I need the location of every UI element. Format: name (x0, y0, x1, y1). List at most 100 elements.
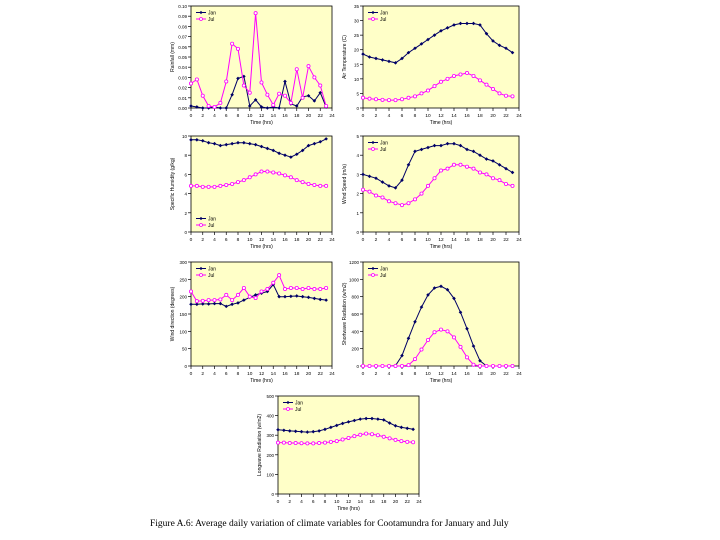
legend-label-jan: Jan (295, 400, 303, 406)
data-point-jan (247, 104, 252, 108)
data-point-jul (323, 440, 328, 445)
data-point-jul (406, 363, 411, 368)
data-point-jul (380, 364, 385, 369)
data-point-jul (324, 103, 329, 108)
data-point-jul (490, 364, 495, 369)
x-tick-label: 16 (369, 499, 375, 505)
data-point-jul (230, 298, 235, 303)
data-point-jan (312, 296, 317, 301)
data-point-jul (367, 364, 372, 369)
data-point-jul (352, 434, 357, 439)
data-point-jul (464, 164, 469, 169)
legend-marker-jul (199, 273, 203, 277)
x-axis-label: Time (hrs) (337, 506, 360, 512)
y-axis-label: Specific Humidity (g/kg) (170, 157, 176, 210)
data-point-jan (445, 141, 450, 146)
data-point-jul (247, 175, 252, 180)
data-point-jan (452, 141, 456, 146)
data-point-jul (294, 178, 299, 183)
data-point-jan (212, 301, 217, 306)
data-point-jan (276, 427, 280, 432)
y-axis-label: Longwave Radiation (w/m2) (257, 414, 263, 476)
x-tick-label: 24 (329, 371, 335, 377)
data-point-jul (432, 176, 437, 181)
data-point-jul (439, 79, 444, 84)
data-point-jan (406, 336, 411, 341)
data-point-jan (411, 427, 415, 432)
y-tick-label: 25 (354, 33, 360, 38)
data-point-jul (294, 67, 299, 72)
data-point-jul (380, 195, 385, 200)
data-point-jul (445, 166, 450, 171)
legend-label-jul: Jul (380, 273, 386, 279)
data-point-jul (426, 338, 431, 343)
data-point-jan (318, 297, 323, 302)
x-tick-label: 18 (294, 113, 300, 119)
data-point-jul (259, 169, 264, 174)
data-point-jul (306, 64, 311, 69)
data-point-jan (419, 42, 424, 46)
x-tick-label: 0 (190, 113, 193, 119)
data-point-jul (224, 292, 229, 297)
x-tick-label: 6 (225, 113, 228, 119)
x-tick-label: 18 (477, 371, 483, 377)
x-tick-label: 2 (288, 499, 291, 505)
x-tick-label: 20 (490, 371, 496, 377)
x-tick-label: 24 (516, 371, 522, 377)
data-point-jul (312, 75, 317, 80)
data-point-jan (361, 52, 365, 56)
data-point-jan (491, 159, 495, 163)
data-point-jan (312, 99, 317, 103)
x-tick-label: 16 (464, 237, 470, 243)
x-tick-label: 24 (329, 113, 335, 119)
y-tick-label: 0.04 (178, 65, 187, 70)
data-point-jul (387, 436, 392, 441)
data-point-jan (287, 429, 292, 433)
data-point-jan (334, 423, 339, 428)
data-point-jan (324, 137, 328, 141)
y-tick-label: 3 (356, 172, 359, 177)
x-tick-label: 10 (425, 371, 431, 377)
data-point-jul (477, 78, 482, 83)
x-tick-label: 16 (282, 237, 288, 243)
data-point-jul (311, 441, 316, 446)
x-tick-label: 20 (393, 499, 399, 505)
y-tick-label: 300 (266, 433, 274, 438)
x-tick-label: 16 (282, 371, 288, 377)
y-tick-label: 15 (354, 62, 360, 67)
data-point-jul (218, 297, 223, 302)
y-tick-label: 0.00 (178, 106, 187, 111)
legend-label-jul: Jul (380, 17, 386, 23)
x-tick-label: 10 (247, 237, 253, 243)
x-tick-label: 12 (259, 237, 265, 243)
data-point-jul (206, 103, 211, 108)
data-point-jul (471, 73, 476, 78)
x-tick-label: 22 (318, 113, 324, 119)
data-point-jan (318, 139, 323, 144)
y-tick-label: 200 (266, 453, 274, 458)
y-tick-label: 400 (266, 414, 274, 419)
y-tick-label: 4 (356, 153, 359, 158)
x-tick-label: 22 (503, 237, 509, 243)
data-point-jan (236, 76, 240, 81)
y-tick-label: 0.03 (178, 75, 187, 80)
data-point-jul (445, 329, 450, 334)
legend-label-jan: Jan (380, 10, 388, 16)
data-point-jan (242, 298, 246, 302)
data-point-jul (426, 183, 431, 188)
data-point-jan (265, 106, 270, 110)
data-point-jul (399, 439, 404, 444)
data-point-jan (439, 143, 443, 148)
x-tick-label: 8 (414, 237, 417, 243)
x-tick-label: 16 (464, 113, 470, 119)
data-point-jan (465, 326, 469, 331)
x-tick-label: 18 (294, 237, 300, 243)
y-tick-label: 0.01 (178, 96, 187, 101)
data-point-jul (439, 327, 444, 332)
x-tick-label: 4 (213, 113, 216, 119)
data-point-jul (375, 433, 380, 438)
y-tick-label: 0.05 (178, 55, 187, 60)
x-tick-label: 24 (516, 237, 522, 243)
